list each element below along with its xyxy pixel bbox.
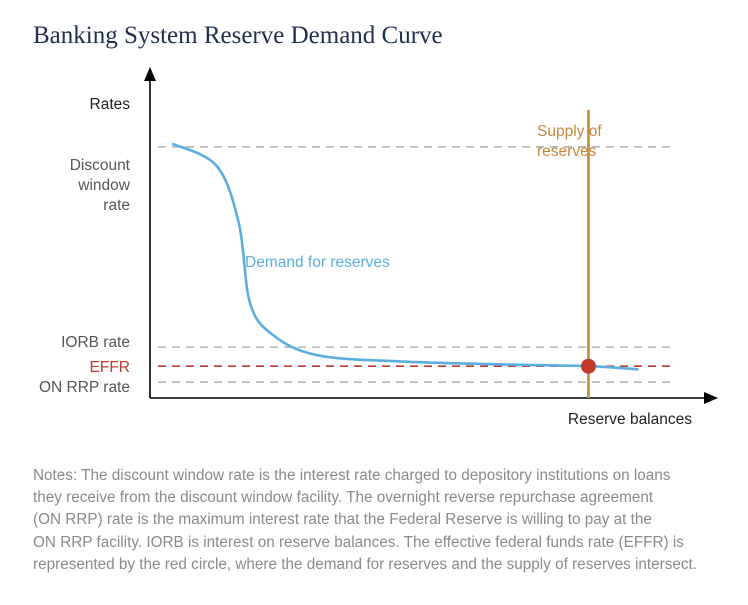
rate-level-label: EFFR: [90, 359, 130, 376]
demand-curve-label: Demand for reserves: [245, 254, 390, 271]
reserve-demand-diagram: Discount window rate IORB rate EFFR ON RRP ra…: [39, 67, 718, 428]
rate-level-label: window: [77, 177, 130, 194]
demand-curve: [171, 142, 639, 371]
notes-line: represented by the red circle, where the…: [33, 555, 698, 573]
rate-level-label: IORB rate: [61, 334, 130, 351]
effr-intersection-point: [580, 358, 596, 374]
chart-notes: Notes: The discount window rate is the i…: [33, 465, 733, 576]
supply-label-line-1: Supply of: [537, 123, 602, 140]
y-axis-label: Rates: [90, 96, 131, 113]
notes-line: they receive from the discount window fa…: [33, 489, 654, 507]
rate-level-labels: Discount window rate IORB rate EFFR ON RRP ra…: [39, 157, 131, 396]
notes-line: Notes: The discount window rate is the i…: [33, 467, 671, 484]
x-axis-arrow: [704, 392, 718, 404]
supply-label-line-2: reserves: [537, 143, 597, 160]
x-axis-label: Reserve balances: [568, 411, 692, 428]
rate-level-label: Discount: [70, 157, 131, 174]
notes-line: ON RRP facility. IORB is interest on res…: [33, 533, 684, 551]
notes-line: (ON RRP) rate is the maximum interest ra…: [33, 511, 652, 529]
y-axis-arrow: [144, 67, 156, 81]
rate-level-label: rate: [103, 197, 130, 214]
rate-level-lines: [158, 145, 670, 383]
chart-title: Banking System Reserve Demand Curve: [33, 22, 443, 49]
rate-level-label: ON RRP rate: [39, 379, 130, 396]
